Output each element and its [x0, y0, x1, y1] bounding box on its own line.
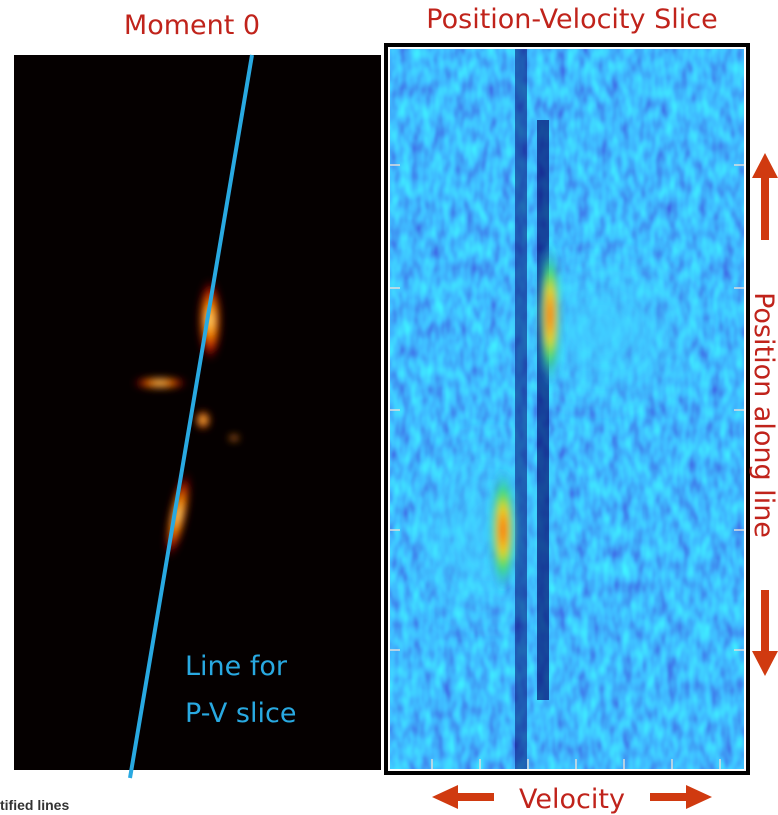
slice-line [128, 54, 254, 779]
panel-title: Position-Velocity Slice [426, 4, 717, 35]
moment-map [14, 55, 381, 770]
annotation: Line for [185, 651, 288, 682]
panel-title: Moment 0 [124, 10, 260, 41]
pv-ticks [390, 164, 744, 769]
annotation: P-V slice [185, 698, 296, 729]
axis-label: Velocity [519, 784, 625, 815]
axis-arrows [432, 153, 778, 809]
pv-stripe [515, 49, 527, 769]
pv-peaks [489, 240, 562, 595]
pv-stripe [537, 120, 549, 700]
axis-label: Position along line [748, 292, 778, 538]
footer: tified lines [0, 797, 69, 813]
